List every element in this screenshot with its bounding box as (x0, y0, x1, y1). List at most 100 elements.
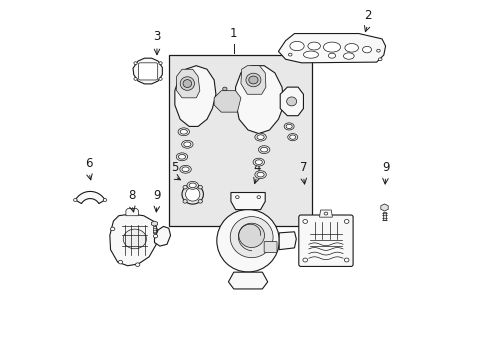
Text: 2: 2 (363, 9, 371, 22)
Ellipse shape (344, 44, 358, 52)
Bar (382, 212, 386, 220)
Ellipse shape (230, 217, 272, 258)
Ellipse shape (344, 258, 348, 262)
Ellipse shape (103, 199, 106, 202)
Ellipse shape (324, 212, 327, 215)
Polygon shape (241, 66, 265, 94)
Ellipse shape (245, 73, 261, 87)
Ellipse shape (302, 258, 307, 262)
Ellipse shape (260, 147, 267, 152)
Polygon shape (133, 58, 162, 84)
FancyBboxPatch shape (298, 215, 352, 266)
Ellipse shape (258, 146, 269, 154)
Ellipse shape (183, 185, 187, 189)
Text: 6: 6 (85, 157, 93, 170)
Ellipse shape (159, 77, 162, 80)
Bar (169, 55, 312, 226)
Ellipse shape (287, 134, 297, 141)
FancyBboxPatch shape (264, 242, 276, 252)
Ellipse shape (257, 196, 260, 199)
Polygon shape (380, 204, 387, 211)
Ellipse shape (302, 220, 307, 224)
Polygon shape (75, 192, 105, 203)
Ellipse shape (343, 53, 353, 59)
Ellipse shape (178, 154, 185, 159)
Ellipse shape (222, 87, 226, 91)
Polygon shape (319, 210, 332, 217)
Text: 7: 7 (299, 161, 306, 174)
Ellipse shape (180, 130, 187, 134)
Ellipse shape (182, 184, 203, 204)
Ellipse shape (181, 140, 193, 148)
Ellipse shape (176, 153, 187, 161)
Ellipse shape (378, 58, 381, 61)
Polygon shape (279, 232, 296, 249)
Ellipse shape (183, 142, 190, 147)
Ellipse shape (198, 199, 202, 203)
Polygon shape (154, 226, 170, 246)
Ellipse shape (216, 210, 279, 272)
Polygon shape (214, 91, 241, 112)
Ellipse shape (254, 133, 266, 141)
Ellipse shape (248, 76, 258, 84)
Text: 8: 8 (128, 189, 135, 202)
Ellipse shape (257, 172, 264, 177)
Ellipse shape (255, 160, 262, 165)
Ellipse shape (134, 77, 137, 80)
Text: 5: 5 (171, 161, 178, 174)
Ellipse shape (253, 158, 264, 166)
Polygon shape (228, 272, 267, 289)
Ellipse shape (284, 123, 294, 130)
Polygon shape (230, 193, 264, 210)
Polygon shape (175, 66, 216, 126)
Ellipse shape (110, 227, 115, 231)
Ellipse shape (189, 183, 196, 188)
Ellipse shape (180, 165, 191, 173)
Ellipse shape (328, 53, 335, 58)
Ellipse shape (118, 260, 122, 264)
FancyBboxPatch shape (138, 63, 157, 80)
Ellipse shape (159, 62, 162, 64)
Ellipse shape (182, 167, 189, 172)
Ellipse shape (198, 185, 202, 189)
Ellipse shape (303, 51, 318, 58)
Ellipse shape (186, 181, 198, 189)
Ellipse shape (254, 171, 266, 179)
Text: 3: 3 (153, 30, 161, 43)
Ellipse shape (307, 42, 320, 50)
Ellipse shape (135, 263, 140, 266)
Text: 9: 9 (381, 161, 388, 174)
Ellipse shape (288, 53, 291, 56)
Polygon shape (151, 221, 157, 226)
Text: 9: 9 (153, 189, 161, 202)
Ellipse shape (183, 80, 191, 87)
Ellipse shape (153, 234, 157, 238)
Ellipse shape (376, 49, 380, 52)
Ellipse shape (180, 77, 194, 90)
Ellipse shape (178, 128, 189, 136)
Polygon shape (280, 87, 303, 116)
Ellipse shape (286, 97, 296, 106)
Bar (153, 226, 156, 233)
Polygon shape (110, 214, 158, 266)
Ellipse shape (344, 220, 348, 224)
Ellipse shape (285, 124, 292, 129)
Ellipse shape (238, 223, 264, 248)
Text: 1: 1 (229, 27, 237, 40)
Ellipse shape (289, 41, 304, 51)
Ellipse shape (123, 229, 146, 249)
Ellipse shape (73, 199, 77, 202)
Polygon shape (176, 69, 200, 98)
Text: 4: 4 (253, 161, 260, 174)
Ellipse shape (289, 135, 295, 139)
Ellipse shape (185, 188, 200, 201)
Ellipse shape (235, 196, 239, 199)
Ellipse shape (134, 62, 137, 64)
Polygon shape (278, 33, 385, 63)
Ellipse shape (323, 42, 340, 52)
Ellipse shape (362, 46, 371, 53)
Ellipse shape (257, 135, 264, 139)
Polygon shape (125, 208, 138, 216)
Polygon shape (235, 66, 283, 134)
Ellipse shape (183, 199, 187, 203)
